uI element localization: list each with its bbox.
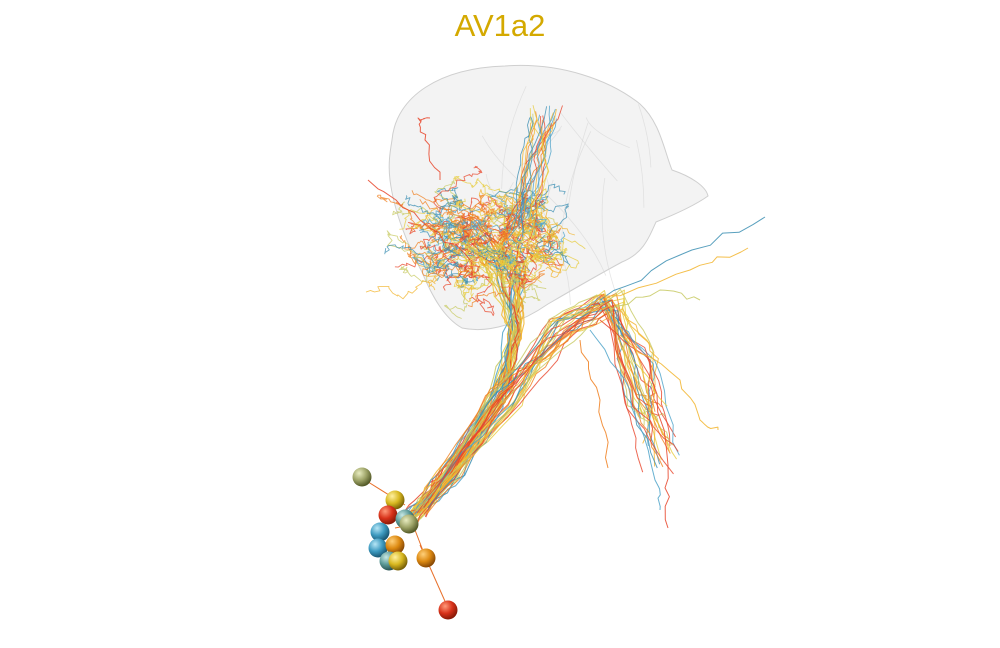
neurite-branch [472,223,509,248]
neurite-branch [419,228,461,257]
neurite-branch [518,116,534,229]
neurite-branch [442,233,501,272]
neurite-branch [520,108,556,224]
neurite-branch [501,246,517,272]
soma-sphere [352,467,372,487]
neurite-branch [523,122,532,228]
soma-sphere [385,490,405,510]
neurite-branch [442,230,467,253]
neurite-branch [490,262,522,278]
neurite-branch [518,274,541,311]
neuron-skeletons [364,105,766,609]
neurite-branch [523,254,544,280]
neurite-branch [426,308,659,514]
soma-sphere [399,514,419,534]
neurite-branch [436,187,459,213]
neurite-branch [470,260,517,276]
neurite-branch [579,339,609,469]
neurite-branch [461,219,487,247]
neurite-branch [365,272,440,300]
neurite-branch [384,244,459,274]
neurite-branch [521,235,543,269]
soma-sphere [385,535,405,555]
neurite-branch [423,302,659,515]
soma-sphere [378,505,398,525]
neurite-branch [376,194,440,230]
neurite-branch [609,289,701,311]
neurite-branch [414,308,671,510]
neurite-branch [533,247,564,278]
neurite-branch [508,118,557,234]
neurite-branch [434,180,463,221]
neurite-branch [485,199,508,223]
plot-title: AV1a2 [454,8,546,43]
neurite-branch [425,252,449,269]
neurite-branch [482,183,542,221]
neurite-branch [516,111,538,229]
neurite-branch [599,319,670,529]
neurite-branch [535,234,556,254]
soma-sphere [416,548,436,568]
neurite-branch [439,245,484,279]
neurite-branch [493,196,515,225]
neurite-branch [405,195,444,226]
neurite-branch [459,194,485,233]
neurite-branch [446,215,479,242]
neurite-branch [444,245,480,282]
soma-cluster [352,467,458,620]
neurite-branch [467,271,514,308]
neurite-branch [399,264,437,283]
neurite-branch [500,268,519,286]
neurite-branch [419,210,449,233]
neurite-branch [419,225,469,253]
neurite-branch [416,301,650,512]
neurite-branch [413,296,655,510]
neurite-branch [506,118,538,223]
neurite-branch [417,117,441,180]
neurite-branch [443,262,475,283]
neurite-branch [425,293,644,518]
neurite-branch [489,187,549,211]
neurite-branch [405,220,449,235]
neurite-branch [415,294,673,512]
neurite-branch [421,306,670,512]
neurite-branch [451,222,505,250]
neurite-branch [424,309,671,508]
neurite-branch [502,231,566,263]
neurite-branch [589,247,749,306]
neurite-branch [422,301,645,508]
neurite-branch [548,237,586,267]
neurite-branch [419,199,464,214]
neurite-branch [522,105,550,226]
neurite-branch [599,216,766,301]
soma-sphere [438,600,458,620]
neurite-branch [520,106,548,234]
neurite-branch [462,221,493,244]
neurite-branch [522,269,546,290]
neurite-branch [497,267,521,283]
neurite-branch [452,176,496,213]
neurite-branch [414,290,668,511]
neurite-branch [508,105,552,239]
soma-sphere [388,551,408,571]
neurite-branch [453,265,476,291]
neuropil-mesh [388,64,709,331]
soma-sphere [370,522,390,542]
neurite-branch [418,293,664,514]
neurite-branch [433,165,483,214]
neurite-branch [529,115,547,240]
neurite-branch [459,233,477,265]
neurite-branch [589,329,661,511]
neurite-branch [367,179,471,261]
soma-sphere [368,538,388,558]
neurite-branch [421,309,663,515]
neurite-branch [481,203,498,232]
neurite-branch [507,231,550,257]
neurite-branch [503,240,540,285]
neurite-branch [510,247,537,285]
neurite-branch [406,224,467,249]
neurite-branch [619,334,719,431]
neurite-branch [510,256,525,291]
